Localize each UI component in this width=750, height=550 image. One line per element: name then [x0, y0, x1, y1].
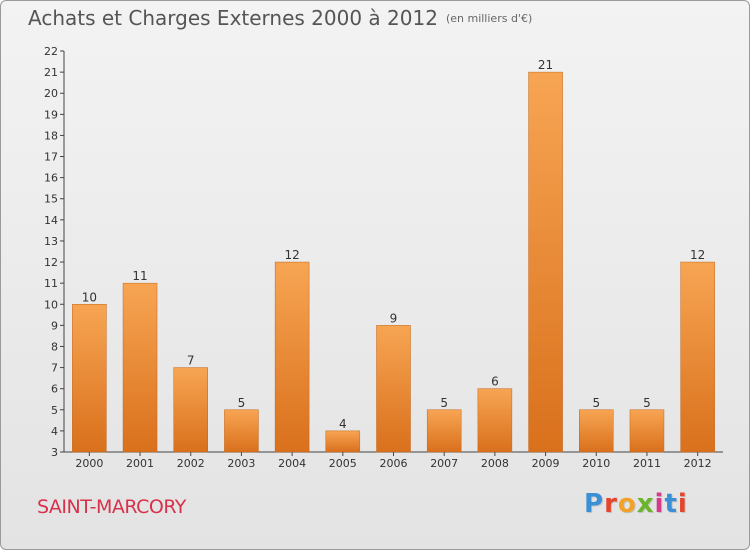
place-name: SAINT-MARCORY: [37, 496, 186, 518]
bar: [122, 282, 158, 453]
x-tick-label: 2011: [633, 457, 661, 470]
y-tick-label: 7: [51, 362, 58, 375]
bar: [72, 304, 107, 453]
x-tick-label: 2001: [126, 457, 154, 470]
chart-unit: (en milliers d'€): [445, 12, 533, 25]
bar: [629, 409, 665, 453]
y-tick-label: 10: [44, 298, 58, 311]
x-tick-label: 2005: [329, 457, 357, 470]
logo-letter: t: [664, 489, 678, 519]
y-tick-label: 17: [44, 151, 58, 164]
x-tick-label: 2010: [582, 457, 610, 470]
x-tick-label: 2003: [227, 457, 255, 470]
bar-value-label: 5: [238, 396, 246, 410]
x-tick-label: 2006: [380, 457, 408, 470]
bar-value-label: 10: [82, 290, 97, 304]
logo-letter: P: [584, 489, 605, 519]
bar: [325, 430, 361, 453]
bar-chart: 3 4 5 6 7 8 9 10 11 12 13 14 15 16 17 18 19 20 21 22 2000 200…: [44, 45, 723, 470]
x-tick-label: 2012: [684, 457, 712, 470]
bar: [376, 325, 411, 453]
bar-value-label: 6: [491, 375, 499, 389]
y-tick-label: 14: [44, 214, 58, 227]
logo-letter: x: [636, 489, 655, 519]
x-tick-label: 2000: [75, 457, 103, 470]
logo-letter: i: [677, 489, 688, 519]
y-tick-label: 19: [44, 108, 58, 121]
x-tick-label: 2004: [278, 457, 306, 470]
bar: [224, 409, 259, 453]
x-tick-label: 2008: [481, 457, 509, 470]
bar: [274, 261, 310, 453]
y-tick-label: 9: [51, 319, 58, 332]
bar-value-label: 21: [538, 58, 553, 72]
x-tick-label: 2002: [177, 457, 205, 470]
bar-value-label: 9: [390, 311, 398, 325]
bar-value-label: 11: [132, 269, 147, 283]
bar: [477, 388, 513, 453]
y-tick-label: 18: [44, 129, 58, 142]
bar-value-label: 5: [592, 396, 600, 410]
bar-value-label: 4: [339, 417, 347, 431]
y-tick-label: 15: [44, 193, 58, 206]
y-tick-label: 20: [44, 87, 58, 100]
bar-value-label: 7: [187, 354, 195, 368]
bar: [680, 261, 715, 453]
logo-letter: r: [604, 489, 618, 519]
chart-title-text: Achats et Charges Externes 2000 à 2012: [28, 6, 438, 30]
bar-value-label: 5: [440, 396, 448, 410]
y-tick-label: 21: [44, 66, 58, 79]
chart-title: Achats et Charges Externes 2000 à 2012 (e…: [28, 6, 532, 30]
bar: [528, 71, 563, 453]
x-tick-label: 2007: [430, 457, 458, 470]
y-tick-label: 3: [51, 446, 58, 459]
bar-value-label: 5: [643, 396, 651, 410]
logo-letter: i: [654, 489, 665, 519]
bar: [173, 367, 208, 453]
logo-letter: o: [617, 489, 637, 519]
y-tick-label: 16: [44, 172, 58, 185]
bar-value-label: 12: [690, 248, 705, 262]
y-tick-label: 6: [51, 383, 58, 396]
y-tick-label: 5: [51, 404, 58, 417]
bar: [579, 409, 614, 453]
bar: [426, 409, 462, 453]
y-tick-label: 11: [44, 277, 58, 290]
x-tick-label: 2009: [532, 457, 560, 470]
y-tick-label: 22: [44, 45, 58, 58]
y-tick-label: 13: [44, 235, 58, 248]
y-tick-label: 4: [51, 425, 58, 438]
y-tick-label: 12: [44, 256, 58, 269]
bar-value-label: 12: [284, 248, 299, 262]
proxiti-logo: Proxiti: [584, 489, 688, 519]
y-tick-label: 8: [51, 340, 58, 353]
